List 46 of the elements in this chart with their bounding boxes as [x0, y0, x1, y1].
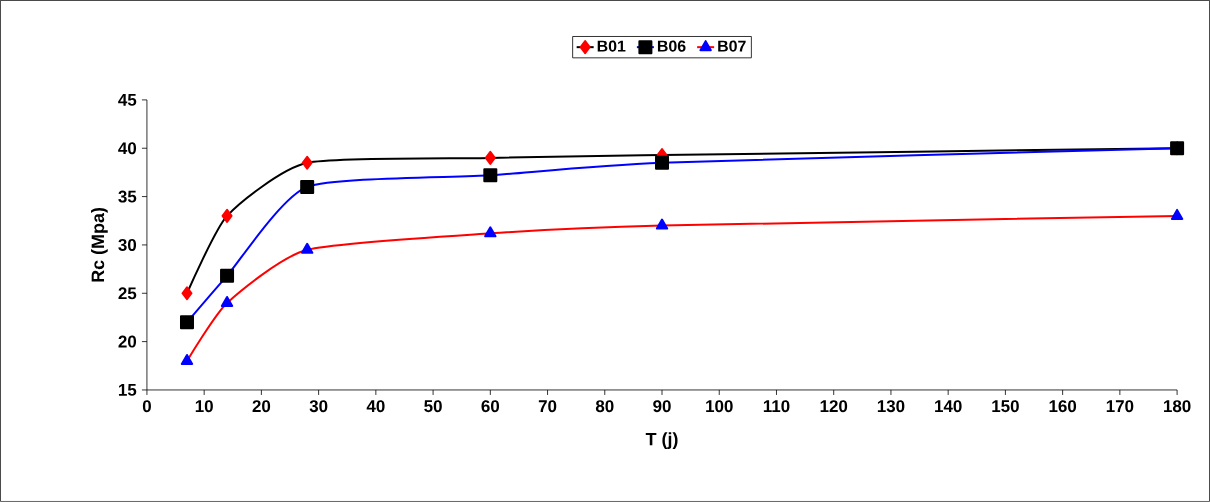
point	[655, 155, 670, 170]
x-tick-label: 130	[877, 400, 905, 413]
x-tick-label: 170	[1106, 400, 1134, 413]
point	[300, 242, 314, 254]
y-tick-label: 25	[118, 287, 137, 300]
y-tick-label: 30	[118, 238, 137, 251]
point	[483, 168, 498, 183]
point	[180, 354, 194, 366]
x-tick-label: 10	[195, 400, 213, 413]
y-axis-title: Rc (Mpa)	[91, 208, 108, 282]
x-tick-label: 20	[252, 400, 271, 413]
x-tick-label: 30	[309, 400, 328, 413]
legend-label: B07	[718, 40, 746, 52]
x-tick-label: 100	[706, 400, 733, 413]
x-tick-label: 80	[595, 400, 614, 413]
x-tick-label: 90	[653, 400, 671, 413]
x-tick-label: 150	[992, 400, 1019, 413]
x-tick-label: 120	[820, 400, 848, 413]
legend-label: B06	[657, 40, 686, 52]
y-tick-label: 35	[118, 190, 137, 203]
x-tick-label: 60	[481, 400, 500, 413]
x-tick-label: 0	[142, 400, 151, 413]
x-tick-label: 110	[763, 400, 790, 413]
y-tick-label: 20	[118, 335, 137, 348]
point	[179, 315, 194, 330]
y-tick-label: 40	[118, 142, 137, 155]
point	[301, 155, 313, 170]
x-tick-label: 40	[366, 400, 385, 413]
x-axis-title: T (j)	[645, 432, 678, 450]
point	[220, 268, 235, 283]
x-tick-label: 50	[424, 400, 442, 413]
y-tick-label: 45	[118, 94, 137, 106]
point	[221, 208, 233, 223]
legend-label: B01	[597, 40, 626, 52]
point	[1170, 208, 1184, 220]
x-tick-label: 180	[1164, 400, 1191, 413]
x-tick-label: 160	[1049, 400, 1077, 413]
point	[484, 226, 497, 238]
point	[484, 150, 496, 165]
point	[655, 218, 669, 230]
point	[181, 286, 193, 301]
point	[220, 296, 234, 307]
x-tick-label: 140	[935, 400, 962, 413]
point	[300, 179, 315, 194]
x-tick-label: 70	[538, 400, 557, 413]
y-tick-label: 15	[118, 384, 137, 396]
